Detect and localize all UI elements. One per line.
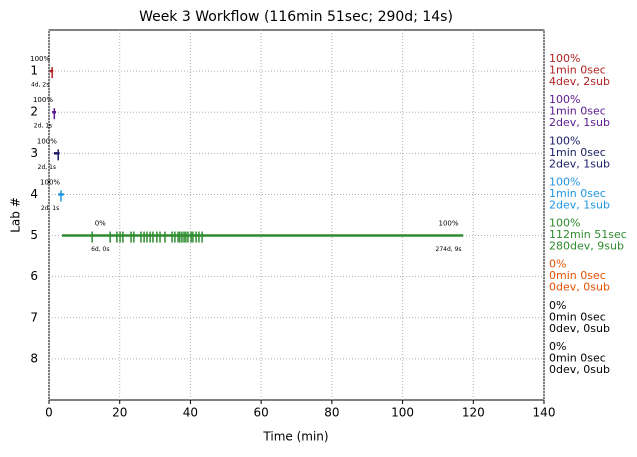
lab-summary: 2dev, 1sub — [549, 157, 610, 170]
y-tick-label: 2 — [30, 105, 38, 119]
annotation-top: 100% — [439, 220, 459, 228]
annotation-bottom: 2d, 1s — [34, 123, 52, 130]
annotation-bottom: 2d, 1s — [38, 164, 56, 171]
x-tick-label: 0 — [45, 406, 53, 420]
y-tick-label: 4 — [30, 187, 38, 201]
annotation-bottom: 6d, 0s — [91, 246, 109, 253]
x-tick-label: 80 — [324, 406, 339, 420]
y-tick-label: 1 — [30, 64, 38, 78]
x-tick-label: 40 — [183, 406, 198, 420]
lab-summary: 280dev, 9sub — [549, 240, 624, 253]
x-tick-label: 120 — [462, 406, 485, 420]
annotation-bottom: 274d, 9s — [436, 246, 462, 253]
lab-summary: 0min 0sec — [549, 310, 606, 323]
lab-summary: 0min 0sec — [549, 351, 606, 364]
lab-summary: 100% — [549, 134, 580, 147]
lab-summary: 1min 0sec — [549, 64, 606, 77]
lab-summary: 0% — [549, 340, 566, 353]
lab-summary: 100% — [549, 175, 580, 188]
lab-summary: 2dev, 1sub — [549, 198, 610, 211]
annotation-top: 100% — [40, 178, 60, 186]
lab-summary: 0% — [549, 299, 566, 312]
x-tick-label: 20 — [112, 406, 127, 420]
lab-summary: 100% — [549, 217, 580, 230]
annotation-top: 100% — [33, 96, 53, 104]
annotation-bottom: 2d, 1s — [41, 205, 59, 212]
lab-summary: 0% — [549, 258, 566, 271]
chart-title: Week 3 Workflow (116min 51sec; 290d; 14s… — [139, 9, 453, 25]
annotation-top: 0% — [95, 220, 106, 228]
lab-summary: 2dev, 1sub — [549, 116, 610, 129]
y-tick-label: 5 — [30, 228, 38, 242]
lab-summary: 1min 0sec — [549, 105, 606, 118]
lab-summary: 0dev, 0sub — [549, 281, 610, 294]
annotation-top: 100% — [30, 55, 50, 63]
plot-frame — [48, 29, 545, 401]
x-tick-label: 60 — [254, 406, 269, 420]
lab-summary: 1min 0sec — [549, 146, 606, 159]
x-axis-label: Time (min) — [262, 430, 328, 444]
lab-summary: 0dev, 0sub — [549, 322, 610, 335]
x-tick-label: 140 — [533, 406, 556, 420]
annotation-bottom: 4d, 2s — [31, 82, 49, 89]
y-tick-label: 8 — [30, 351, 38, 365]
y-tick-label: 3 — [30, 146, 38, 160]
x-tick-label: 100 — [391, 406, 414, 420]
lab-summary: 112min 51sec — [549, 228, 627, 241]
lab-summary: 4dev, 2sub — [549, 75, 610, 88]
lab-summary: 1min 0sec — [549, 187, 606, 200]
lab-summary: 100% — [549, 93, 580, 106]
lab-summary: 100% — [549, 52, 580, 65]
y-axis-label: Lab # — [9, 197, 23, 233]
lab-summary: 0min 0sec — [549, 269, 606, 282]
y-tick-label: 6 — [30, 269, 38, 283]
annotation-top: 100% — [37, 137, 57, 145]
y-tick-label: 7 — [30, 310, 38, 324]
lab-summary: 0dev, 0sub — [549, 363, 610, 376]
